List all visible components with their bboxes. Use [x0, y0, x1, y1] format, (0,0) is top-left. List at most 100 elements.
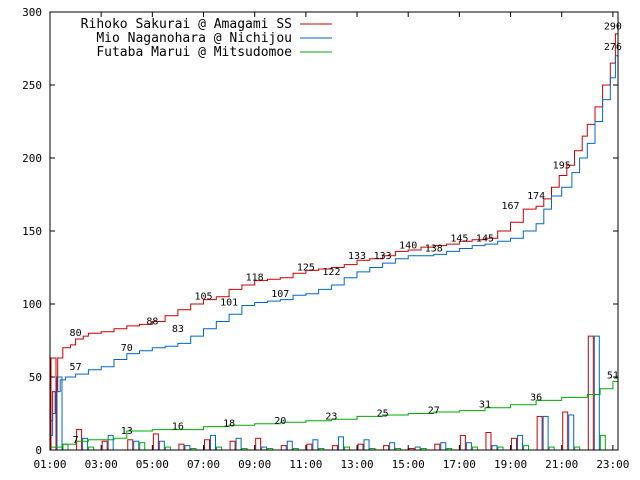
bar	[139, 442, 146, 451]
y-tick-label: 300	[22, 6, 42, 19]
y-tick-label: 100	[22, 298, 42, 311]
bar	[280, 445, 287, 451]
bar	[133, 440, 140, 451]
bar	[158, 440, 165, 451]
data-label: 25	[377, 409, 389, 420]
x-tick-label: 21:00	[545, 458, 578, 471]
data-label: 167	[502, 201, 520, 212]
bar	[511, 437, 518, 451]
bar	[107, 434, 114, 451]
x-tick-label: 15:00	[392, 458, 425, 471]
data-label: 118	[246, 273, 264, 284]
x-tick-label: 17:00	[443, 458, 476, 471]
data-label: 122	[322, 267, 340, 278]
bar	[536, 415, 543, 451]
data-label: 105	[194, 292, 212, 303]
x-tick-label: 23:00	[596, 458, 629, 471]
bar	[286, 440, 293, 451]
bar	[127, 439, 134, 451]
data-label: 80	[70, 328, 82, 339]
data-label: 36	[530, 392, 542, 403]
x-tick-label: 19:00	[494, 458, 527, 471]
bar	[465, 442, 472, 451]
bar	[178, 443, 185, 451]
data-label: 145	[476, 233, 494, 244]
bar	[389, 442, 396, 451]
series-line	[50, 26, 619, 422]
bar	[459, 434, 466, 451]
series-line	[50, 375, 619, 448]
legend-label: Rihoko Sakurai @ Amagami SS	[81, 17, 292, 32]
bar	[255, 437, 262, 451]
data-label: 133	[348, 251, 366, 262]
bar	[235, 437, 242, 451]
y-tick-label: 50	[29, 371, 42, 384]
bar	[599, 434, 606, 451]
data-label: 23	[325, 411, 337, 422]
data-label: 107	[271, 289, 289, 300]
data-label: 140	[399, 241, 417, 252]
bar	[82, 437, 89, 451]
bar	[491, 445, 498, 451]
data-labels: 8088105118125133140145167195290577083101…	[70, 22, 622, 446]
bar	[331, 445, 338, 451]
bar	[357, 443, 364, 451]
bar	[152, 433, 159, 451]
x-tick-label: 05:00	[136, 458, 169, 471]
y-tick-label: 150	[22, 225, 42, 238]
bar	[210, 434, 217, 451]
data-label: 145	[450, 233, 468, 244]
data-label: 83	[172, 324, 184, 335]
data-label: 18	[223, 419, 235, 430]
data-label: 290	[604, 22, 622, 33]
data-label: 174	[527, 191, 545, 202]
data-label: 51	[607, 371, 619, 382]
bar	[204, 439, 211, 451]
data-label: 101	[220, 298, 238, 309]
axes: 0 50 100 150 200 250 300 01:00 03:00 05:00 07:00 09…	[22, 6, 629, 471]
bar	[485, 431, 492, 451]
bar	[229, 440, 236, 451]
x-tick-label: 13:00	[340, 458, 373, 471]
x-tick-label: 07:00	[187, 458, 220, 471]
data-label: 16	[172, 422, 184, 433]
data-label: 31	[479, 400, 491, 411]
bar	[593, 335, 600, 451]
data-label: 20	[274, 416, 286, 427]
bar	[542, 415, 549, 451]
bar	[383, 445, 390, 451]
bar	[62, 443, 69, 451]
bar	[434, 443, 441, 451]
bar	[517, 434, 524, 451]
x-tick-label: 01:00	[33, 458, 66, 471]
legend-label: Futaba Marui @ Mitsudomoe	[96, 45, 292, 60]
data-label: 88	[146, 317, 158, 328]
data-label: 138	[425, 244, 443, 255]
legend-label: Mio Naganohara @ Nichijou	[96, 31, 292, 46]
y-tick-label: 250	[22, 79, 42, 92]
y-tick-label: 200	[22, 152, 42, 165]
bar	[101, 440, 108, 451]
bar	[440, 442, 447, 451]
bar	[337, 436, 344, 451]
data-label: 133	[374, 251, 392, 262]
data-label: 70	[121, 343, 133, 354]
x-tick-label: 03:00	[85, 458, 118, 471]
bar	[562, 411, 569, 451]
data-label: 57	[70, 362, 82, 373]
bar	[363, 439, 370, 451]
bar	[312, 439, 319, 451]
bar	[568, 414, 575, 451]
bar	[523, 445, 530, 451]
cumulative-lines	[50, 26, 619, 448]
data-label: 27	[428, 406, 440, 417]
bar	[306, 443, 313, 451]
y-tick-label: 0	[35, 444, 42, 457]
x-tick-label: 11:00	[289, 458, 322, 471]
bar	[184, 445, 191, 451]
series-line	[50, 47, 619, 436]
data-label: 195	[553, 160, 571, 171]
bar	[587, 335, 594, 451]
